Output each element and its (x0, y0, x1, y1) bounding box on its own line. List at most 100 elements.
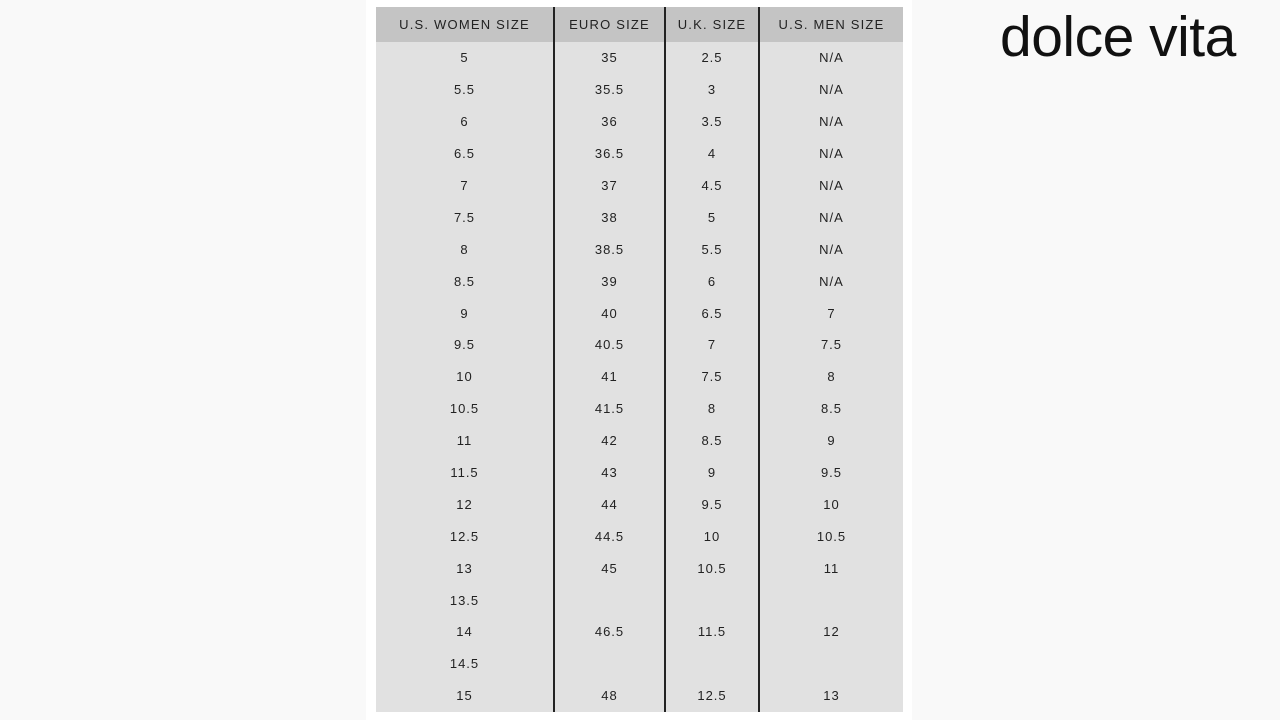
cell-euro: 35.5 (553, 73, 665, 106)
table-row: 9 40 6.5 7 (376, 297, 903, 330)
cell-us-men: 7 (758, 297, 903, 330)
cell-us-women: 9 (460, 305, 469, 321)
cell-euro: 46.5 (553, 616, 665, 648)
cell-euro: 36.5 (553, 137, 665, 170)
table-row: 12 44 9.5 10 (376, 488, 903, 521)
cell-euro (553, 584, 665, 617)
cell-euro: 38.5 (553, 233, 665, 266)
cell-euro: 41.5 (553, 392, 665, 425)
cell-uk: 12.5 (664, 679, 759, 712)
brand-logo: dolce vita (1000, 5, 1236, 69)
cell-uk: 7.5 (664, 360, 759, 393)
table-row: 8 38.5 5.5 N/A (376, 233, 903, 266)
table-row: 12.5 44.5 10 10.5 (376, 520, 903, 553)
table-row: 10 41 7.5 8 (376, 360, 903, 393)
cell-euro (553, 647, 665, 680)
cell-us-women: 14 (456, 624, 473, 640)
table-row: 6 36 3.5 N/A (376, 105, 903, 138)
cell-us-women: 7 (460, 178, 469, 193)
cell-uk: 2.5 (664, 42, 759, 74)
cell-uk: 5 (664, 201, 759, 234)
cell-us-women: 15 (456, 688, 473, 704)
table-row: 15 48 12.5 13 (376, 679, 903, 712)
cell-uk: 6 (664, 265, 759, 298)
cell-us-men: 9 (758, 424, 903, 457)
table-row: 13.5 (376, 584, 903, 617)
table-row: 11 42 8.5 9 (376, 424, 903, 457)
cell-us-men: 8 (758, 360, 903, 393)
cell-euro: 36 (553, 105, 665, 138)
cell-euro: 40.5 (553, 329, 665, 361)
cell-us-women: 6.5 (453, 146, 476, 162)
cell-uk: 3 (664, 73, 759, 106)
cell-us-men: 12 (758, 616, 903, 648)
cell-us-women: 8.5 (453, 273, 476, 289)
table-row: 14.5 (376, 647, 903, 680)
table-row: 5 35 2.5 N/A (376, 42, 903, 74)
cell-euro: 37 (553, 169, 665, 202)
cell-us-women: 9.5 (453, 337, 476, 353)
cell-us-men: 10 (758, 488, 903, 521)
cell-us-men: 13 (758, 679, 903, 712)
cell-us-men: N/A (758, 105, 903, 138)
cell-us-men: N/A (758, 169, 903, 202)
cell-us-women: 7.5 (453, 209, 476, 225)
cell-us-men: N/A (758, 42, 903, 74)
table-row: 13 45 10.5 11 (376, 552, 903, 585)
cell-euro: 48 (553, 679, 665, 712)
table-row: 8.5 39 6 N/A (376, 265, 903, 298)
cell-uk (664, 647, 759, 680)
cell-uk: 10.5 (664, 552, 759, 585)
cell-uk: 3.5 (664, 105, 759, 138)
table-row: 7.5 38 5 N/A (376, 201, 903, 234)
cell-euro: 45 (553, 552, 665, 585)
cell-uk: 10 (664, 520, 759, 553)
cell-euro: 40 (553, 297, 665, 330)
table-row: 5.5 35.5 3 N/A (376, 73, 903, 106)
size-chart-table: U.S. WOMEN SIZE EURO SIZE U.K. SIZE U.S.… (376, 7, 903, 712)
cell-us-women: 5.5 (453, 82, 476, 98)
cell-us-women: 12.5 (449, 528, 480, 544)
cell-uk: 4.5 (664, 169, 759, 202)
table-row: 11.5 43 9 9.5 (376, 456, 903, 489)
header-us-men: U.S. MEN SIZE (758, 7, 903, 42)
cell-us-men (758, 584, 903, 617)
cell-euro: 39 (553, 265, 665, 298)
cell-euro: 44.5 (553, 520, 665, 553)
table-row: 10.5 41.5 8 8.5 (376, 392, 903, 425)
cell-us-men: 7.5 (758, 329, 903, 361)
cell-us-men: 8.5 (758, 392, 903, 425)
cell-us-women: 10 (456, 369, 473, 385)
cell-us-women: 5 (460, 50, 469, 66)
cell-us-women: 11.5 (450, 465, 479, 481)
cell-euro: 38 (553, 201, 665, 234)
cell-us-men: N/A (758, 265, 903, 298)
cell-uk: 11.5 (664, 616, 759, 648)
cell-euro: 35 (553, 42, 665, 74)
cell-uk: 6.5 (664, 297, 759, 330)
cell-us-women: 13 (456, 560, 473, 576)
cell-us-women: 8 (460, 241, 469, 257)
cell-uk: 9 (664, 456, 759, 489)
cell-euro: 44 (553, 488, 665, 521)
cell-us-women: 13.5 (449, 592, 480, 608)
cell-us-men: 9.5 (758, 456, 903, 489)
cell-us-men (758, 647, 903, 680)
table-header-row: U.S. WOMEN SIZE EURO SIZE U.K. SIZE U.S.… (376, 7, 903, 42)
cell-us-women: 6 (460, 114, 469, 130)
table-row: 6.5 36.5 4 N/A (376, 137, 903, 170)
cell-euro: 41 (553, 360, 665, 393)
cell-uk: 7 (664, 329, 759, 361)
cell-us-women: 11 (456, 433, 473, 449)
cell-us-men: N/A (758, 137, 903, 170)
cell-uk: 5.5 (664, 233, 759, 266)
cell-uk: 4 (664, 137, 759, 170)
header-us-women: U.S. WOMEN SIZE (376, 7, 554, 42)
cell-us-women: 10.5 (449, 401, 480, 417)
cell-us-men: N/A (758, 73, 903, 106)
cell-us-men: 11 (758, 552, 903, 585)
cell-us-men: 10.5 (758, 520, 903, 553)
cell-us-women: 12 (456, 496, 473, 512)
cell-uk: 8.5 (664, 424, 759, 457)
header-euro: EURO SIZE (553, 7, 665, 42)
